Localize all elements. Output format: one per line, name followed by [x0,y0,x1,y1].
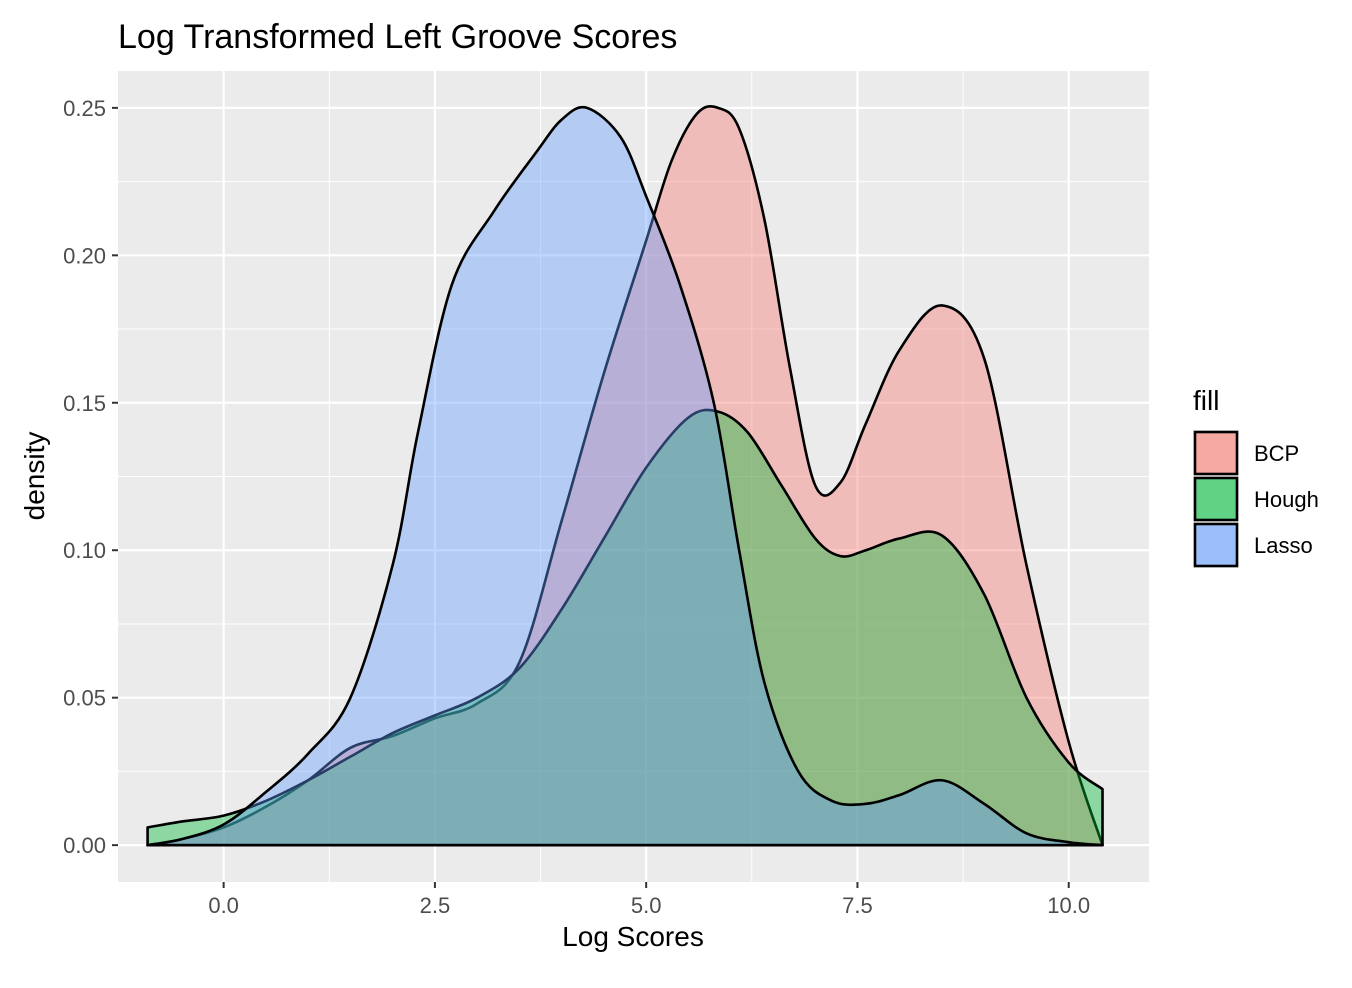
x-tick-label: 5.0 [631,893,662,918]
density-area-bcp [146,105,1104,847]
x-axis-title: Log Scores [562,921,704,952]
y-tick-label: 0.05 [63,686,106,711]
y-tick-label: 0.15 [63,391,106,416]
density-area-hough [146,408,1104,847]
legend-items: BCP Hough Lasso [1193,430,1319,568]
y-axis-title: density [19,432,50,521]
y-axis-tick-labels: 0.00 0.05 0.10 0.15 0.20 0.25 [63,96,106,858]
legend-swatch-lasso [1193,522,1239,568]
legend-label-hough: Hough [1254,487,1319,512]
y-tick-label: 0.10 [63,538,106,563]
legend-title: fill [1193,385,1219,416]
y-tick-label: 0.20 [63,243,106,268]
x-axis-tick-labels: 0.0 2.5 5.0 7.5 10.0 [208,893,1090,918]
x-tick-label: 10.0 [1047,893,1090,918]
x-tick-label: 0.0 [208,893,239,918]
legend-label-lasso: Lasso [1254,533,1313,558]
grid-minor [118,71,1149,882]
axis-ticks [112,106,1070,888]
legend-label-bcp: BCP [1254,441,1299,466]
density-area-lasso [146,105,1104,847]
density-series [146,105,1104,847]
chart-title: Log Transformed Left Groove Scores [118,18,677,56]
x-tick-label: 2.5 [420,893,451,918]
x-tick-label: 7.5 [842,893,873,918]
legend-swatch-bcp [1193,430,1239,476]
y-tick-label: 0.25 [63,96,106,121]
y-tick-label: 0.00 [63,833,106,858]
legend-swatch-hough [1193,476,1239,522]
legend: fill BCP Hough Lasso [1193,385,1319,568]
